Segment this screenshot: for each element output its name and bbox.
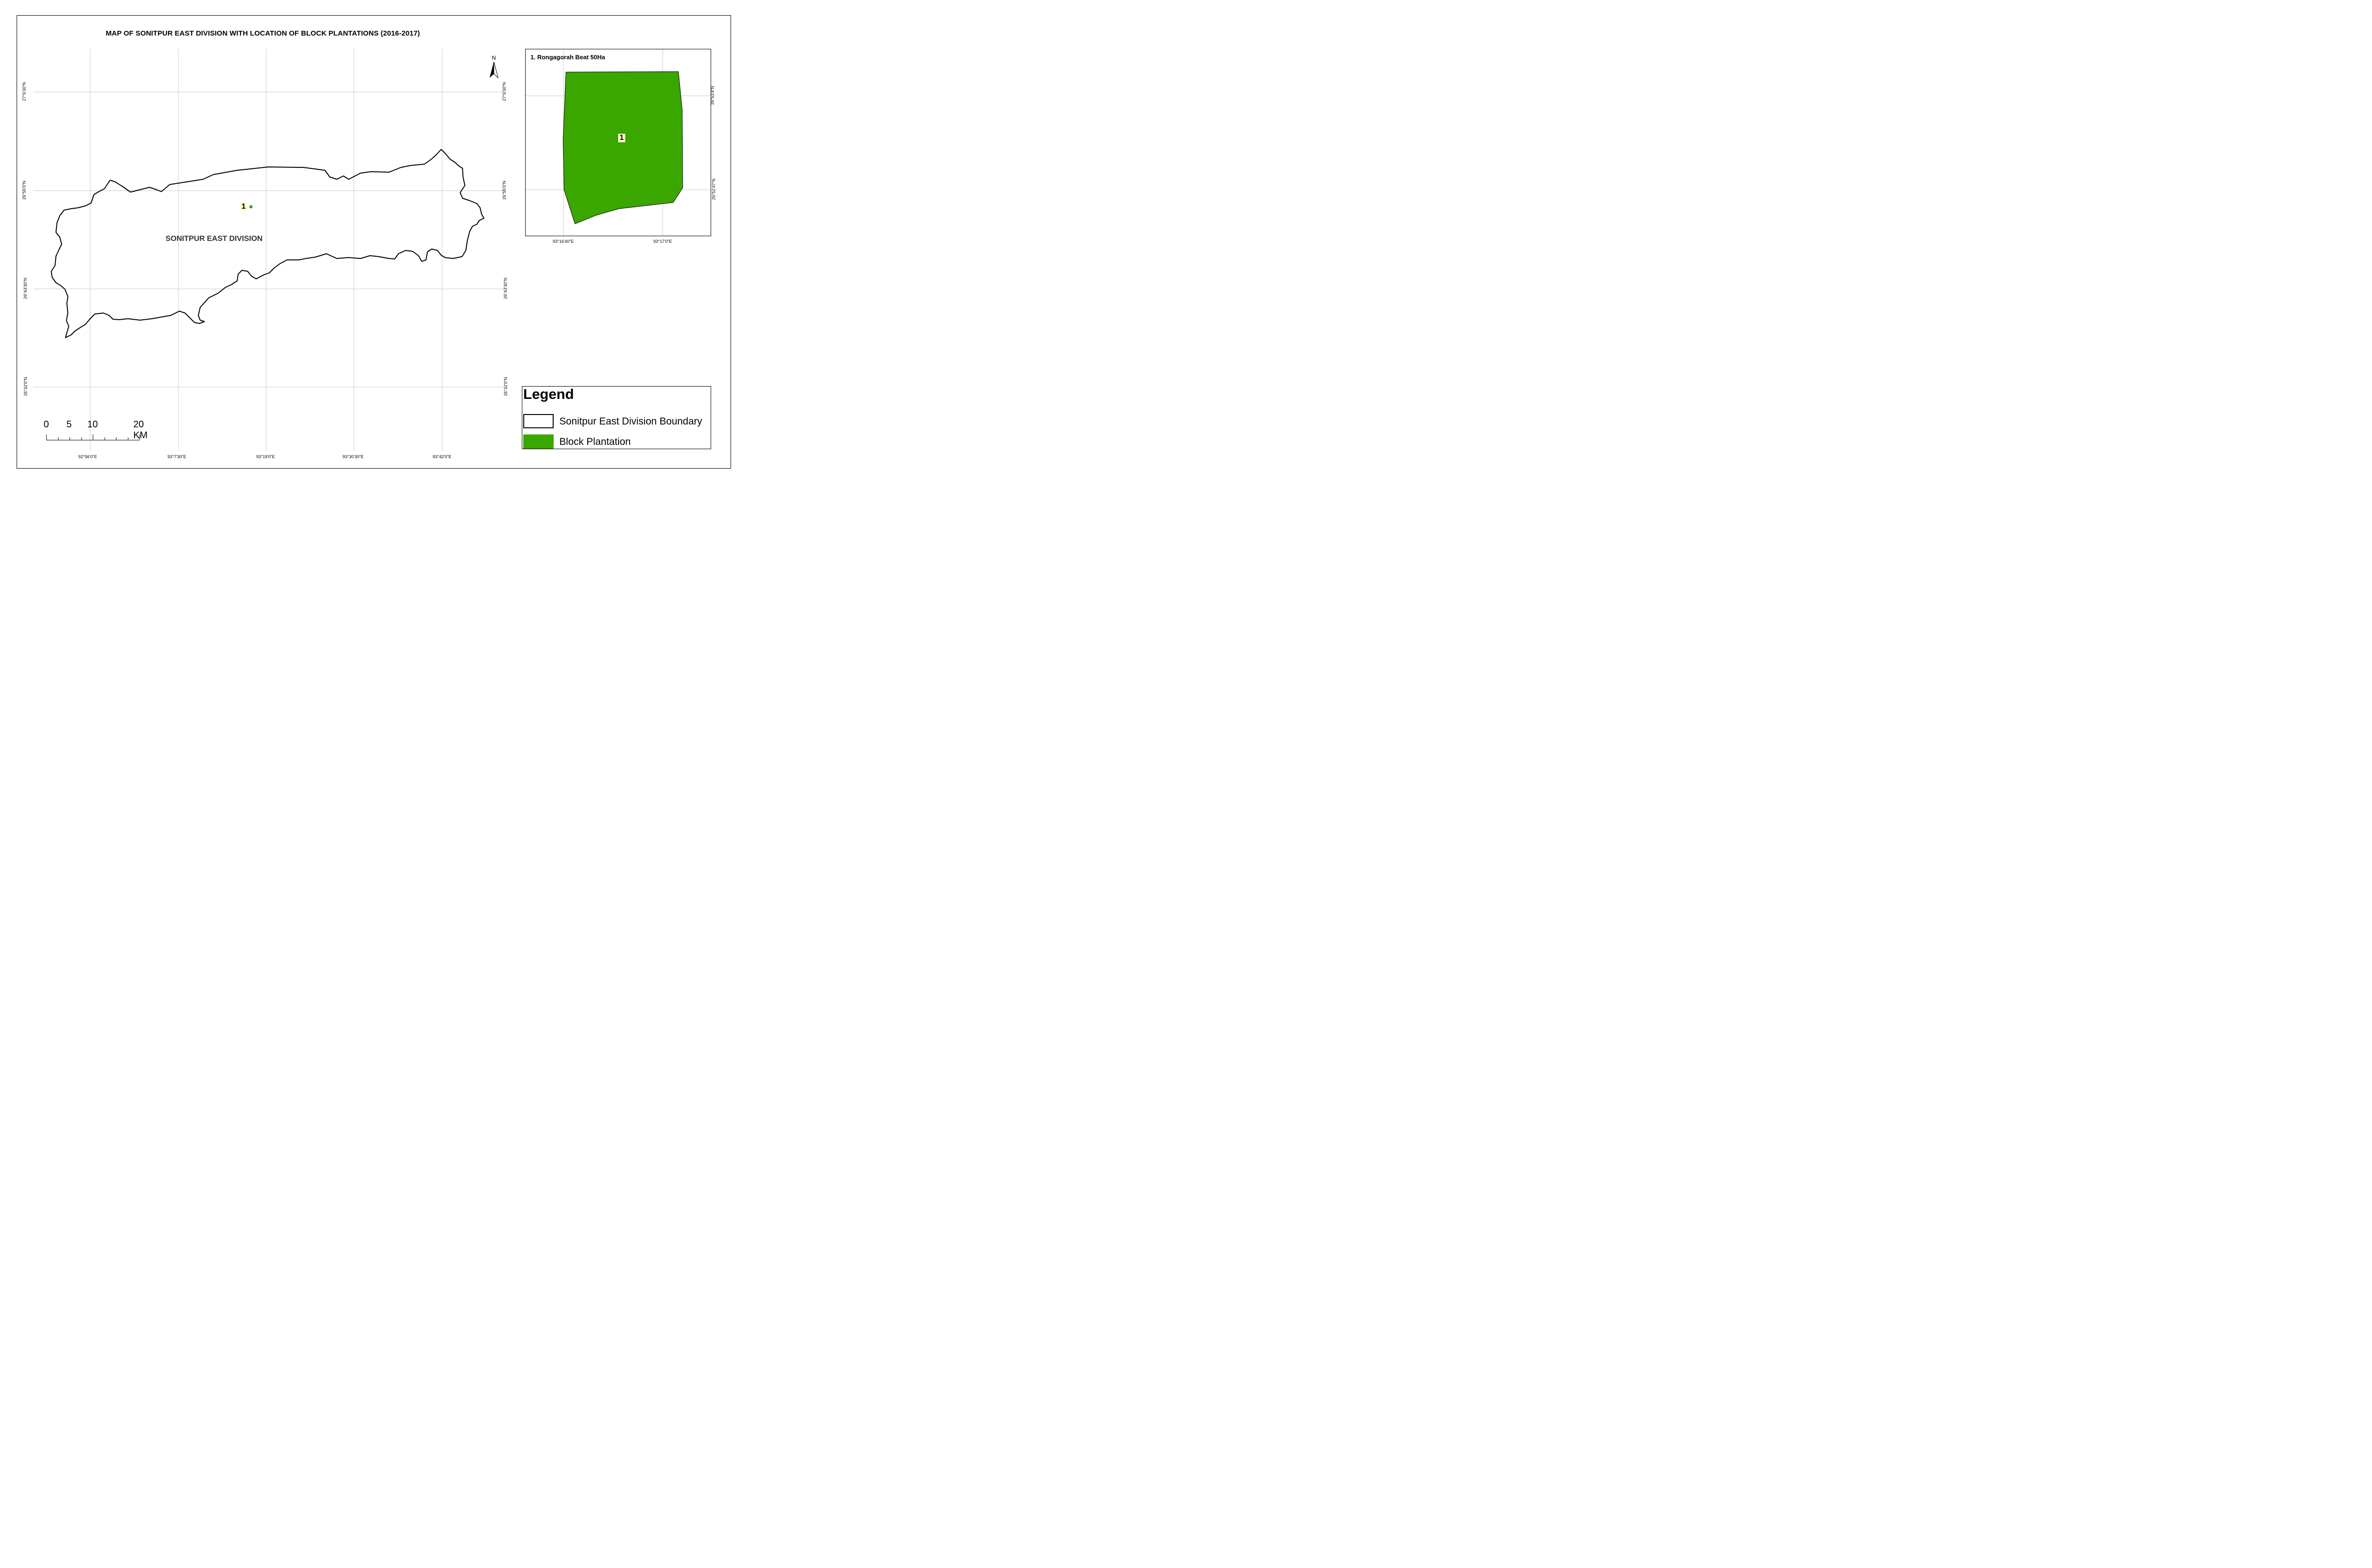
north-arrow: N bbox=[488, 55, 500, 80]
x-tick: 93°30'30"E bbox=[343, 454, 364, 459]
plantation-marker-label: 1 bbox=[240, 203, 247, 211]
x-tick: 92°56'0"E bbox=[78, 454, 97, 459]
legend-boundary-label: Sonitpur East Division Boundary bbox=[559, 416, 703, 427]
y-tick-left: 26°43'30"N bbox=[23, 277, 28, 299]
map-title: MAP OF SONITPUR EAST DIVISION WITH LOCAT… bbox=[105, 29, 420, 37]
legend-title: Legend bbox=[523, 387, 574, 402]
north-label: N bbox=[491, 55, 496, 61]
y-tick-right: 26°55'0"N bbox=[502, 180, 507, 200]
x-tick: 93°7'30"E bbox=[167, 454, 186, 459]
scale-bar-graphic bbox=[46, 434, 140, 441]
scale-bar: 0 5 10 20 KM bbox=[44, 419, 153, 443]
inset-y-tick: 26°52'47"N bbox=[711, 178, 716, 200]
scale-label: 5 bbox=[66, 419, 72, 430]
scale-label: 20 KM bbox=[133, 419, 148, 441]
inset-map-canvas bbox=[526, 49, 711, 236]
scale-label: 10 bbox=[87, 419, 98, 430]
inset-y-tick: 26°53'4"N bbox=[710, 85, 715, 105]
y-tick-left: 26°55'0"N bbox=[22, 180, 27, 200]
inset-plantation-marker: 1 bbox=[618, 134, 625, 142]
x-tick: 93°42'0"E bbox=[433, 454, 452, 459]
north-arrow-icon bbox=[490, 61, 499, 79]
inset-x-tick: 93°17'0"E bbox=[653, 239, 672, 244]
y-tick-right: 26°43'30"N bbox=[503, 277, 508, 299]
main-graticule bbox=[34, 49, 504, 451]
y-tick-left: 27°6'30"N bbox=[22, 82, 27, 101]
division-label: SONITPUR EAST DIVISION bbox=[166, 235, 263, 243]
scale-label: 0 bbox=[44, 419, 49, 430]
legend: Legend Sonitpur East Division Boundary B… bbox=[522, 386, 711, 449]
inset-map[interactable] bbox=[525, 49, 711, 236]
map-frame bbox=[17, 15, 731, 469]
plantation-location-1[interactable]: 1 bbox=[240, 203, 253, 211]
legend-boundary-swatch bbox=[523, 414, 554, 428]
rongagorah-plantation-polygon[interactable] bbox=[563, 71, 683, 224]
y-tick-right: 27°6'30"N bbox=[502, 82, 507, 101]
inset-title: 1. Rongagorah Beat 50Ha bbox=[530, 54, 605, 61]
map-drawing bbox=[34, 49, 504, 451]
y-tick-right: 26°32'0"N bbox=[503, 377, 509, 397]
x-tick: 93°19'0"E bbox=[256, 454, 275, 459]
plantation-point bbox=[250, 205, 253, 208]
y-tick-left: 26°32'0"N bbox=[23, 377, 28, 397]
sonitpur-east-division-boundary[interactable] bbox=[51, 149, 484, 338]
legend-plantation-label: Block Plantation bbox=[559, 436, 631, 447]
legend-plantation-swatch bbox=[523, 434, 554, 449]
inset-x-tick: 93°16'40"E bbox=[553, 239, 574, 244]
